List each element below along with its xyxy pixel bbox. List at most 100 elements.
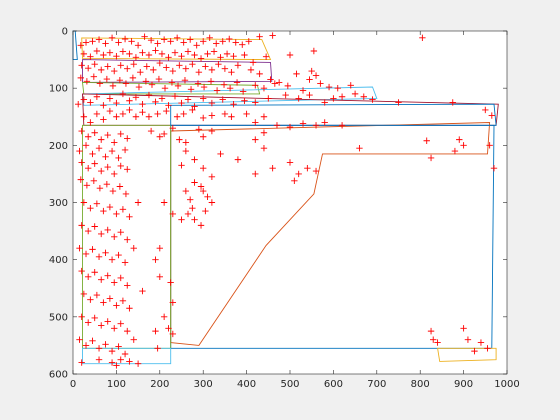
- data-point: [91, 160, 98, 167]
- data-point: [84, 319, 92, 326]
- data-point: [178, 52, 185, 60]
- data-point: [89, 337, 96, 345]
- data-point: [304, 165, 311, 172]
- x-tick-label: 300: [194, 379, 213, 390]
- data-point: [80, 290, 88, 298]
- data-point: [202, 63, 209, 70]
- data-point: [145, 91, 153, 99]
- data-point: [168, 79, 176, 86]
- data-point: [80, 199, 88, 206]
- data-point: [189, 205, 196, 212]
- data-point: [200, 114, 207, 122]
- data-point: [482, 106, 489, 114]
- data-point: [191, 216, 198, 223]
- data-point: [197, 183, 205, 190]
- data-point: [295, 170, 302, 178]
- data-point: [200, 165, 207, 172]
- data-point: [178, 99, 185, 107]
- data-point: [490, 165, 498, 172]
- data-point: [299, 87, 307, 94]
- data-point: [130, 245, 137, 252]
- data-point: [233, 79, 241, 86]
- data-point: [90, 73, 98, 80]
- data-point: [291, 177, 298, 184]
- data-point: [122, 80, 130, 87]
- data-point: [128, 38, 135, 45]
- x-tick-label: 200: [150, 379, 169, 390]
- data-point: [154, 345, 161, 352]
- data-point: [197, 55, 205, 62]
- data-point: [117, 320, 124, 327]
- data-point: [121, 146, 129, 154]
- data-point: [95, 253, 103, 261]
- data-point: [89, 246, 96, 253]
- data-point: [228, 113, 235, 120]
- data-point: [104, 272, 111, 279]
- data-point: [108, 147, 116, 155]
- data-point: [119, 90, 127, 98]
- data-point: [194, 80, 202, 87]
- data-point: [147, 36, 155, 44]
- data-point: [134, 360, 142, 367]
- data-point: [213, 87, 221, 94]
- region-polygon: [81, 86, 378, 106]
- data-point: [347, 82, 354, 89]
- data-point: [113, 302, 120, 309]
- data-point: [152, 256, 159, 263]
- data-point: [163, 107, 170, 115]
- data-point: [82, 342, 90, 349]
- data-point: [113, 99, 120, 107]
- data-point: [310, 47, 318, 55]
- x-tick-label: 500: [280, 379, 299, 390]
- data-point: [135, 83, 143, 91]
- data-point: [90, 177, 98, 184]
- data-point: [169, 330, 177, 338]
- data-point: [78, 359, 85, 366]
- data-point: [100, 51, 107, 59]
- data-point: [173, 34, 181, 42]
- data-point: [91, 314, 98, 322]
- data-point: [76, 147, 83, 155]
- data-point: [176, 136, 183, 143]
- data-point: [312, 72, 320, 79]
- x-tick-label: 1000: [494, 379, 519, 390]
- data-point: [111, 67, 118, 75]
- data-point: [284, 82, 292, 90]
- data-point: [286, 159, 294, 166]
- data-point: [243, 110, 250, 118]
- data-point: [84, 133, 92, 140]
- data-point: [181, 76, 189, 84]
- data-point: [180, 39, 187, 46]
- data-point: [464, 336, 472, 343]
- x-tick-label: 800: [411, 379, 430, 390]
- data-point: [126, 97, 133, 104]
- x-tick-label: 600: [324, 379, 343, 390]
- data-point: [160, 36, 168, 43]
- data-point: [134, 199, 142, 206]
- data-point: [104, 163, 111, 171]
- data-point: [87, 205, 94, 212]
- data-point: [215, 60, 222, 68]
- data-point: [217, 150, 224, 158]
- data-point: [87, 53, 94, 60]
- data-point: [178, 162, 185, 169]
- region-polygon: [81, 81, 261, 95]
- x-tick-label: 700: [367, 379, 386, 390]
- data-point: [186, 196, 194, 203]
- data-point: [142, 78, 150, 85]
- data-point: [137, 68, 144, 76]
- data-point: [217, 54, 224, 61]
- data-point: [91, 269, 98, 276]
- data-point: [119, 206, 127, 213]
- data-point: [338, 93, 346, 100]
- data-point: [213, 40, 220, 47]
- data-point: [241, 97, 248, 104]
- data-point: [130, 60, 137, 68]
- data-point: [104, 318, 111, 325]
- data-point: [295, 95, 302, 102]
- data-point: [126, 305, 133, 312]
- data-point: [117, 356, 124, 363]
- data-point: [116, 76, 124, 84]
- data-point: [262, 53, 270, 60]
- x-tick-label: 100: [107, 379, 126, 390]
